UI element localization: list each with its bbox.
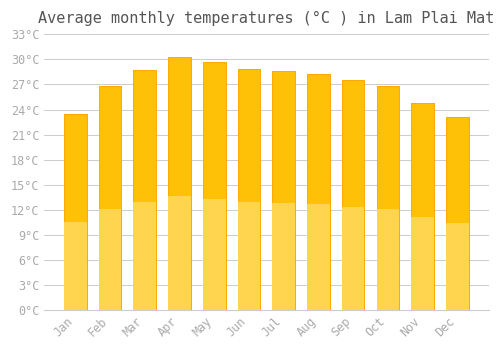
Bar bbox=[238, 69, 260, 310]
Bar bbox=[376, 86, 399, 310]
Bar bbox=[134, 70, 156, 310]
Bar bbox=[376, 86, 399, 310]
Bar bbox=[272, 203, 295, 310]
Bar bbox=[238, 202, 260, 310]
Bar bbox=[412, 217, 434, 310]
Bar bbox=[134, 202, 156, 310]
Bar bbox=[203, 62, 226, 310]
Bar bbox=[98, 210, 122, 310]
Bar bbox=[342, 80, 364, 310]
Bar bbox=[168, 196, 191, 310]
Bar bbox=[412, 103, 434, 310]
Bar bbox=[272, 71, 295, 310]
Bar bbox=[168, 57, 191, 310]
Bar bbox=[238, 69, 260, 310]
Bar bbox=[134, 70, 156, 310]
Bar bbox=[64, 114, 86, 310]
Bar bbox=[98, 86, 122, 310]
Bar bbox=[203, 198, 226, 310]
Bar bbox=[203, 62, 226, 310]
Bar bbox=[376, 210, 399, 310]
Bar bbox=[98, 86, 122, 310]
Bar bbox=[307, 204, 330, 310]
Bar bbox=[307, 75, 330, 310]
Bar bbox=[412, 103, 434, 310]
Bar bbox=[168, 57, 191, 310]
Bar bbox=[342, 207, 364, 310]
Bar bbox=[446, 117, 468, 310]
Title: Average monthly temperatures (°C ) in Lam Plai Mat: Average monthly temperatures (°C ) in La… bbox=[38, 11, 494, 26]
Bar bbox=[64, 222, 86, 310]
Bar bbox=[446, 117, 468, 310]
Bar bbox=[342, 80, 364, 310]
Bar bbox=[307, 75, 330, 310]
Bar bbox=[272, 71, 295, 310]
Bar bbox=[446, 223, 468, 310]
Bar bbox=[64, 114, 86, 310]
